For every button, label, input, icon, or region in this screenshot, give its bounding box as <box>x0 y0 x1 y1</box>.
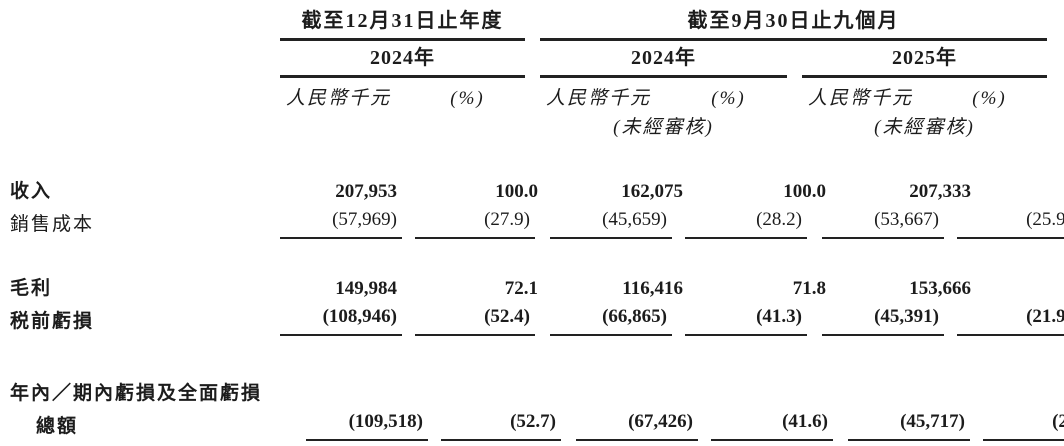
value-cell: 100.0 <box>997 178 1064 206</box>
unit-header-pct-fy2024: (%) <box>450 88 485 109</box>
row-label: 總額 <box>36 416 79 437</box>
value-cell: 149,984 <box>335 278 397 299</box>
row-label: 税前虧損 <box>10 311 95 332</box>
value-cell: (52.7) <box>441 408 561 441</box>
row-label: 銷售成本 <box>10 214 95 235</box>
unit-header-row: 人民幣千元 (%) 人民幣千元 (%) 人民幣千元 (%) <box>10 78 1057 111</box>
value-cell: (27.9) <box>415 206 535 239</box>
value-cell: 74.1 <box>997 275 1064 303</box>
value-cell: (45,391) <box>822 303 944 336</box>
value-cell: (67,426) <box>576 408 698 441</box>
unit-header-pct-9m2025: (%) <box>972 88 1007 109</box>
value-cell: (108,946) <box>280 303 402 336</box>
value-cell: (41.3) <box>685 303 807 336</box>
value-cell: (57,969) <box>280 206 402 239</box>
value-cell: (22.1) <box>983 408 1064 441</box>
unit-header-rmb-9m2024: 人民幣千元 <box>545 88 651 109</box>
value-cell: 153,666 <box>909 278 971 299</box>
value-cell: 162,075 <box>621 181 683 202</box>
value-cell: (45,659) <box>550 206 672 239</box>
table-row-cost-of-sales: 銷售成本 (57,969) (27.9) (45,659) (28.2) (53… <box>10 206 1064 239</box>
value-cell: 100.0 <box>495 181 538 202</box>
table-row-revenue: 收入 207,953 100.0 162,075 100.0 207,333 1… <box>10 178 1057 206</box>
row-label: 收入 <box>10 181 53 202</box>
column-group-nine-months-sep30: 截至9月30日止九個月 <box>540 8 1047 41</box>
table-row-total-loss-values: 總額 (109,518) (52.7) (67,426) (41.6) (45,… <box>10 408 1064 441</box>
value-cell: 100.0 <box>783 181 826 202</box>
value-cell: 207,333 <box>909 181 971 202</box>
value-cell: 72.1 <box>504 278 538 299</box>
table-row-gross-profit: 毛利 149,984 72.1 116,416 71.8 153,666 74.… <box>10 275 1057 303</box>
period-group-header-row: 截至12月31日止年度 截至9月30日止九個月 <box>10 8 1057 41</box>
year-header-9m2024: 2024年 <box>540 41 787 78</box>
value-cell: (25.9) <box>957 206 1064 239</box>
column-group-year-ended-dec31: 截至12月31日止年度 <box>280 8 525 41</box>
table-row-loss-before-tax: 税前虧損 (108,946) (52.4) (66,865) (41.3) (4… <box>10 303 1064 336</box>
row-label: 毛利 <box>10 278 53 299</box>
value-cell: 116,416 <box>622 278 683 299</box>
year-header-9m2025: 2025年 <box>802 41 1047 78</box>
value-cell: (21.9) <box>957 303 1064 336</box>
value-cell: (53,667) <box>822 206 944 239</box>
value-cell: (41.6) <box>711 408 833 441</box>
table-row-total-loss-label: 年內／期內虧損及全面虧損 <box>10 380 1057 408</box>
unaudited-note-9m2025: (未經審核) <box>874 117 975 138</box>
unaudited-note-row: (未經審核) (未經審核) <box>10 111 1057 140</box>
value-cell: (66,865) <box>550 303 672 336</box>
row-label: 年內／期內虧損及全面虧損 <box>10 383 263 404</box>
value-cell: 71.8 <box>792 278 826 299</box>
unit-header-rmb-fy2024: 人民幣千元 <box>285 88 391 109</box>
unaudited-note-9m2024: (未經審核) <box>613 117 714 138</box>
value-cell: (109,518) <box>306 408 428 441</box>
year-header-row: 2024年 2024年 2025年 <box>10 41 1057 78</box>
unit-header-rmb-9m2025: 人民幣千元 <box>807 88 913 109</box>
value-cell: (45,717) <box>848 408 970 441</box>
year-header-fy2024: 2024年 <box>280 41 525 78</box>
value-cell: 207,953 <box>335 181 397 202</box>
value-cell: (52.4) <box>415 303 535 336</box>
value-cell: (28.2) <box>685 206 807 239</box>
unit-header-pct-9m2024: (%) <box>711 88 746 109</box>
